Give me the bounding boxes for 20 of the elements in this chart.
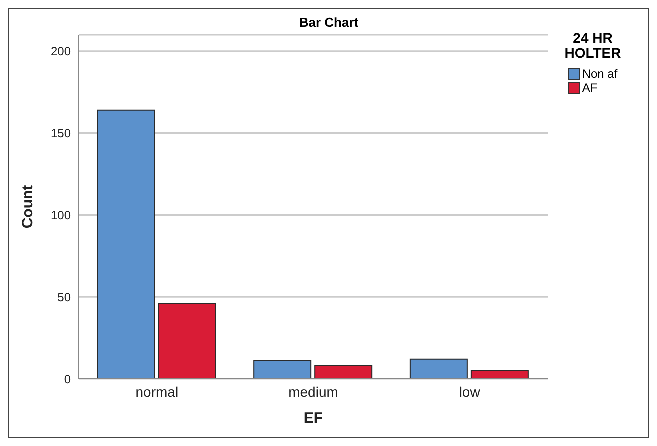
y-tick-label: 0 (64, 372, 72, 386)
x-axis-title: EF (304, 410, 324, 427)
y-tick-label: 200 (50, 44, 72, 59)
x-tick-label: medium (288, 384, 338, 400)
chart-title: Bar Chart (298, 15, 360, 30)
x-tick-label: low (459, 384, 482, 400)
y-axis-title: Count (19, 185, 36, 229)
bar (470, 370, 529, 379)
bar (314, 365, 373, 379)
legend-title: 24 HR HOLTER (564, 30, 622, 61)
y-tick-label: 50 (58, 290, 72, 304)
legend-label: AF (581, 81, 599, 95)
x-tick-label: normal (136, 384, 179, 400)
bar (254, 360, 312, 379)
bar (97, 110, 156, 379)
y-tick-label: 100 (50, 208, 72, 222)
bar (410, 358, 468, 379)
bar (158, 303, 216, 379)
y-tick-label: 150 (50, 126, 72, 141)
legend-label: Non af (581, 67, 618, 81)
